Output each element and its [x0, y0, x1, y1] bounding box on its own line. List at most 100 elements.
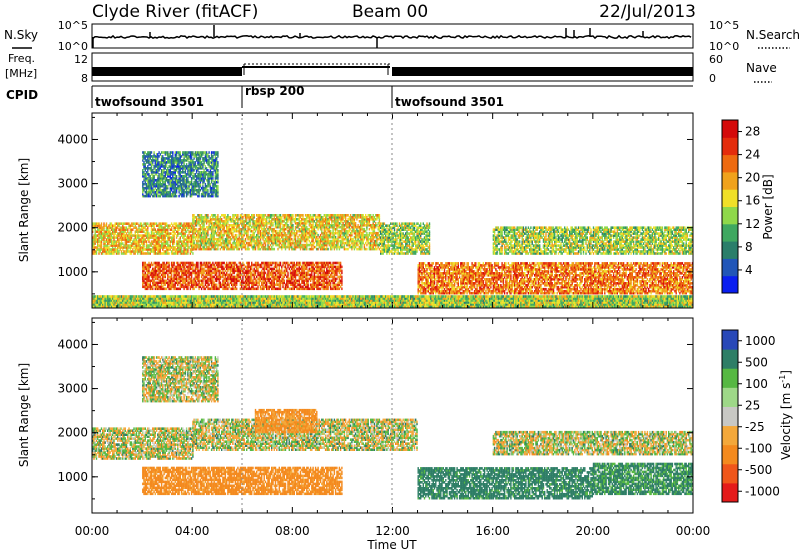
heatmap-cell: [198, 228, 199, 231]
heatmap-cell: [197, 295, 198, 298]
heatmap-cell: [158, 295, 159, 298]
heatmap-cell: [93, 234, 94, 237]
heatmap-cell: [198, 295, 199, 298]
heatmap-cell: [244, 295, 245, 298]
heatmap-cell: [441, 295, 442, 298]
heatmap-cell: [175, 246, 176, 249]
heatmap-cell: [143, 222, 144, 225]
nave-label: Nave: [746, 61, 777, 75]
heatmap-cell: [489, 295, 490, 298]
heatmap-cell: [339, 295, 340, 298]
heatmap-cell: [157, 224, 158, 227]
heatmap-cell: [304, 295, 305, 298]
heatmap-cell: [196, 234, 197, 237]
heatmap-cell: [249, 248, 250, 251]
heatmap-cell: [148, 224, 149, 227]
heatmap-cell: [162, 242, 163, 245]
heatmap-cell: [580, 295, 581, 298]
heatmap-cell: [117, 222, 118, 225]
heatmap-cell: [217, 214, 218, 217]
heatmap-cell: [232, 232, 233, 235]
heatmap-cell: [112, 224, 113, 227]
heatmap-cell: [249, 295, 250, 298]
freq-label: Freq.: [8, 52, 35, 65]
heatmap-cell: [138, 295, 139, 298]
heatmap-cell: [627, 295, 628, 298]
heatmap-cell: [128, 250, 129, 253]
heatmap-cell: [224, 295, 225, 298]
heatmap-cell: [246, 295, 247, 298]
heatmap-cell: [480, 295, 481, 298]
heatmap-cell: [155, 295, 156, 298]
heatmap-cell: [231, 224, 232, 227]
heatmap-cell: [229, 216, 230, 219]
heatmap-cell: [97, 222, 98, 225]
heatmap-cell: [120, 226, 121, 229]
heatmap-cell: [584, 295, 585, 298]
heatmap-cell: [105, 230, 106, 233]
heatmap-cell: [669, 295, 670, 298]
heatmap-cell: [271, 246, 272, 249]
heatmap-cell: [181, 228, 182, 231]
heatmap-cell: [140, 228, 141, 231]
heatmap-cell: [312, 295, 313, 298]
heatmap-cell: [214, 214, 215, 217]
heatmap-cell: [170, 224, 171, 227]
heatmap-cell: [511, 295, 512, 298]
heatmap-cell: [652, 295, 653, 298]
heatmap-cell: [684, 295, 685, 298]
heatmap-cell: [138, 234, 139, 237]
heatmap-cell: [121, 295, 122, 298]
heatmap-cell: [148, 232, 149, 235]
heatmap-cell: [342, 295, 343, 298]
heatmap-cell: [192, 232, 193, 235]
heatmap-cell: [128, 222, 129, 225]
heatmap-cell: [95, 250, 96, 253]
heatmap-cell: [281, 244, 282, 247]
heatmap-cell: [103, 222, 104, 225]
heatmap-cell: [668, 295, 669, 298]
heatmap-cell: [101, 222, 102, 225]
heatmap-cell: [537, 295, 538, 298]
heatmap-cell: [261, 242, 262, 245]
heatmap-cell: [473, 295, 474, 298]
heatmap-cell: [264, 222, 265, 225]
heatmap-cell: [157, 236, 158, 239]
heatmap-cell: [162, 222, 163, 225]
heatmap-cell: [186, 222, 187, 225]
heatmap-cell: [375, 295, 376, 298]
heatmap-cell: [165, 222, 166, 225]
heatmap-cell: [210, 248, 211, 251]
heatmap-cell: [173, 246, 174, 249]
heatmap-cell: [533, 295, 534, 298]
heatmap-cell: [155, 222, 156, 225]
heatmap-cell: [256, 214, 257, 217]
heatmap-cell: [202, 216, 203, 219]
heatmap-cell: [564, 295, 565, 298]
heatmap-cell: [260, 248, 261, 251]
heatmap-cell: [128, 232, 129, 235]
heatmap-cell: [393, 295, 394, 298]
heatmap-cell: [311, 295, 312, 298]
heatmap-cell: [364, 295, 365, 298]
heatmap-cell: [544, 295, 545, 298]
heatmap-cell: [265, 228, 266, 231]
heatmap-cell: [145, 222, 146, 225]
heatmap-cell: [689, 295, 690, 298]
heatmap-cell: [133, 295, 134, 298]
heatmap-cell: [671, 295, 672, 298]
heatmap-cell: [93, 222, 94, 225]
heatmap-cell: [365, 295, 366, 298]
heatmap-cell: [131, 228, 132, 231]
heatmap-cell: [676, 295, 677, 298]
heatmap-cell: [112, 240, 113, 243]
heatmap-cell: [282, 214, 283, 217]
heatmap-cell: [234, 220, 235, 223]
heatmap-cell: [230, 236, 231, 239]
heatmap-cell: [146, 228, 147, 231]
date-title: 22/Jul/2013: [599, 2, 696, 22]
heatmap-cell: [504, 295, 505, 298]
heatmap-cell: [148, 252, 149, 255]
heatmap-cell: [240, 214, 241, 217]
heatmap-cell: [170, 236, 171, 239]
